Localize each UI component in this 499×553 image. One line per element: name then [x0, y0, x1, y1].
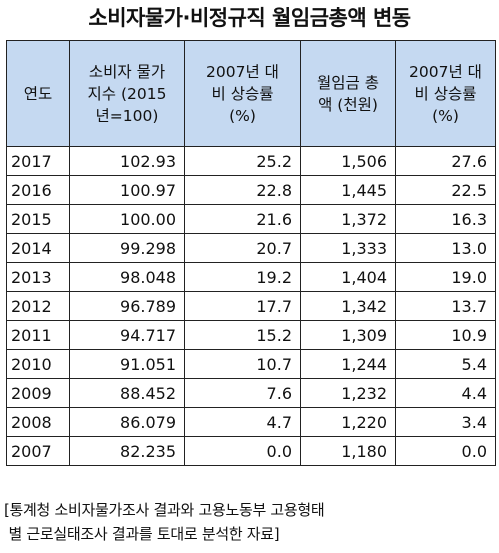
- table-row: 2012 96.789 17.7 1,342 13.7: [6, 291, 496, 321]
- monthly-wage-cell: 1,232: [300, 378, 396, 408]
- cpi-growth-cell: 22.8: [184, 175, 301, 205]
- year-cell: 2014: [6, 233, 70, 263]
- year-cell: 2010: [6, 349, 70, 379]
- cpi-index-cell: 99.298: [69, 233, 185, 263]
- wage-growth-cell: 22.5: [395, 175, 496, 205]
- table-row: 2013 98.048 19.2 1,404 19.0: [6, 262, 496, 292]
- year-cell: 2008: [6, 407, 70, 437]
- year-cell: 2017: [6, 146, 70, 176]
- table-row: 2014 99.298 20.7 1,333 13.0: [6, 233, 496, 263]
- year-cell: 2015: [6, 204, 70, 234]
- monthly-wage-cell: 1,309: [300, 320, 396, 350]
- cpi-index-cell: 100.97: [69, 175, 185, 205]
- year-cell: 2007: [6, 436, 70, 466]
- wage-growth-cell: 10.9: [395, 320, 496, 350]
- page-title: 소비자물가·비정규직 월임금총액 변동: [88, 6, 411, 30]
- monthly-wage-cell: 1,180: [300, 436, 396, 466]
- cpi-index-cell: 86.079: [69, 407, 185, 437]
- monthly-wage-cell: 1,220: [300, 407, 396, 437]
- table-row: 2008 86.079 4.7 1,220 3.4: [6, 407, 496, 437]
- table-body: 2017 102.93 25.2 1,506 27.6 2016 100.97 22.8 1,4…: [6, 146, 496, 466]
- table-row: 2015 100.00 21.6 1,372 16.3: [6, 204, 496, 234]
- wage-growth-cell: 16.3: [395, 204, 496, 234]
- wage-growth-cell: 3.4: [395, 407, 496, 437]
- cpi-growth-cell: 17.7: [184, 291, 301, 321]
- cpi-index-cell: 82.235: [69, 436, 185, 466]
- monthly-wage-cell: 1,333: [300, 233, 396, 263]
- cpi-index-cell: 96.789: [69, 291, 185, 321]
- wage-growth-cell: 13.7: [395, 291, 496, 321]
- monthly-wage-cell: 1,342: [300, 291, 396, 321]
- cpi-index-cell: 88.452: [69, 378, 185, 408]
- table-row: 2007 82.235 0.0 1,180 0.0: [6, 436, 496, 466]
- table-row: 2016 100.97 22.8 1,445 22.5: [6, 175, 496, 205]
- wage-growth-cell: 27.6: [395, 146, 496, 176]
- table-row: 2009 88.452 7.6 1,232 4.4: [6, 378, 496, 408]
- wage-growth-cell: 5.4: [395, 349, 496, 379]
- table-row: 2017 102.93 25.2 1,506 27.6: [6, 146, 496, 176]
- monthly-wage-cell: 1,506: [300, 146, 396, 176]
- table-row: 2010 91.051 10.7 1,244 5.4: [6, 349, 496, 379]
- cpi-growth-cell: 20.7: [184, 233, 301, 263]
- table-row: 2011 94.717 15.2 1,309 10.9: [6, 320, 496, 350]
- year-cell: 2012: [6, 291, 70, 321]
- wage-growth-cell: 13.0: [395, 233, 496, 263]
- monthly-wage-cell: 1,445: [300, 175, 396, 205]
- year-cell: 2009: [6, 378, 70, 408]
- monthly-wage-cell: 1,404: [300, 262, 396, 292]
- cpi-growth-cell: 19.2: [184, 262, 301, 292]
- cpi-growth-cell: 21.6: [184, 204, 301, 234]
- cpi-index-cell: 91.051: [69, 349, 185, 379]
- cpi-growth-cell: 15.2: [184, 320, 301, 350]
- cpi-index-cell: 100.00: [69, 204, 185, 234]
- source-note: [통계청 소비자물가조사 결과와 고용노동부 고용형태 별 근로실태조사 결과를…: [4, 501, 325, 543]
- cpi-index-cell: 98.048: [69, 262, 185, 292]
- cpi-growth-cell: 25.2: [184, 146, 301, 176]
- wage-growth-cell: 0.0: [395, 436, 496, 466]
- cpi-growth-cell: 4.7: [184, 407, 301, 437]
- wage-growth-cell: 4.4: [395, 378, 496, 408]
- cpi-index-cell: 94.717: [69, 320, 185, 350]
- cpi-index-cell: 102.93: [69, 146, 185, 176]
- cpi-growth-cell: 7.6: [184, 378, 301, 408]
- cpi-growth-cell: 0.0: [184, 436, 301, 466]
- header-year: 연도: [6, 40, 70, 147]
- cpi-growth-cell: 10.7: [184, 349, 301, 379]
- wage-growth-cell: 19.0: [395, 262, 496, 292]
- monthly-wage-cell: 1,244: [300, 349, 396, 379]
- header-cpi-index: 소비자 물가 지수 (2015 년=100): [69, 40, 185, 147]
- year-cell: 2016: [6, 175, 70, 205]
- year-cell: 2011: [6, 320, 70, 350]
- monthly-wage-cell: 1,372: [300, 204, 396, 234]
- year-cell: 2013: [6, 262, 70, 292]
